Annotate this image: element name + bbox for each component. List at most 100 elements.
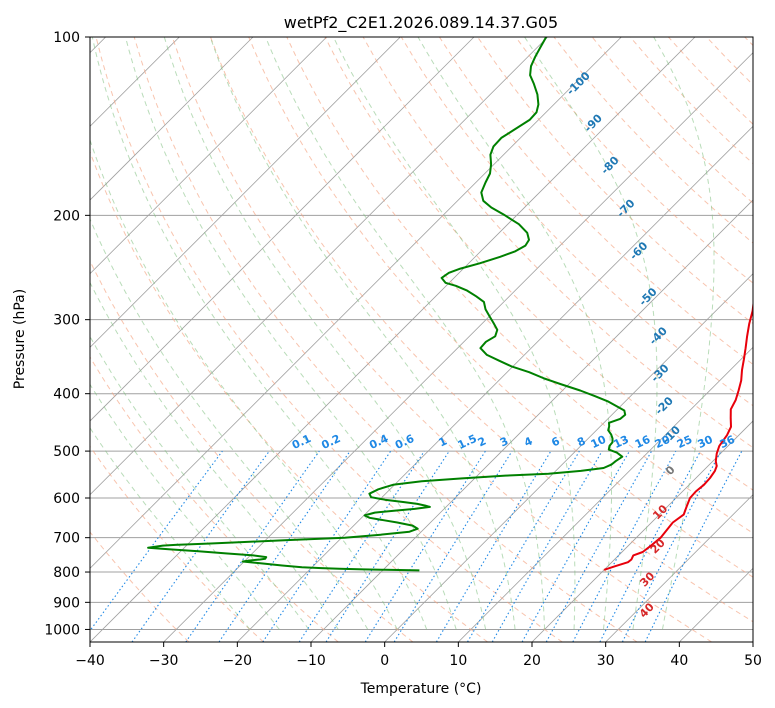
y-tick-label: 900 xyxy=(53,595,80,611)
dry-adiabat xyxy=(90,259,414,642)
series-lines xyxy=(147,37,753,572)
isotherm xyxy=(90,37,696,642)
x-axis-ticks: −40 −30 −20 −10 0 10 20 30 40 50 xyxy=(75,642,762,669)
mixing-ratio-line xyxy=(393,450,513,642)
mixing-ratio-line xyxy=(218,450,351,642)
dry-adiabat-label: -80 xyxy=(598,154,621,177)
temperature-line xyxy=(603,299,753,571)
moist-adiabat xyxy=(524,37,658,630)
mixing-ratio-line xyxy=(364,450,486,642)
mixing-ratio-label: 20 xyxy=(653,433,673,451)
mixing-ratio-label: 4 xyxy=(522,434,535,449)
mixing-ratio-line xyxy=(131,450,270,642)
dry-adiabat xyxy=(438,37,753,366)
moist-adiabat xyxy=(125,37,457,630)
moist-adiabat xyxy=(90,383,280,630)
mixing-ratio-label: 25 xyxy=(675,433,694,451)
y-axis-ticks: 100 200 300 400 500 600 700 800 900 1000 xyxy=(44,30,90,638)
isotherm xyxy=(605,494,753,642)
x-tick-label: 10 xyxy=(449,653,467,669)
mixing-ratio-label: 30 xyxy=(696,433,716,451)
dry-adiabat-label: 20 xyxy=(648,536,668,556)
dry-adiabat xyxy=(90,356,339,642)
mixing-ratio-label: 0.6 xyxy=(393,432,416,452)
isotherm xyxy=(90,37,327,275)
mixing-ratio-label: 13 xyxy=(612,433,631,451)
dry-adiabat xyxy=(477,37,753,325)
mixing-ratio-line xyxy=(467,450,580,642)
dry-adiabat xyxy=(515,37,753,284)
y-tick-label: 200 xyxy=(53,208,80,224)
mixing-ratio-line xyxy=(185,450,320,642)
dry-adiabat-label: 40 xyxy=(637,600,657,620)
dry-adiabat xyxy=(90,531,190,642)
moist-adiabat xyxy=(90,427,251,630)
moist-adiabat xyxy=(90,138,398,630)
x-tick-label: −20 xyxy=(223,653,253,669)
x-tick-label: −10 xyxy=(296,653,326,669)
dry-adiabat-label: -60 xyxy=(627,239,650,262)
chart-title: wetPf2_C2E1.2026.089.14.37.G05 xyxy=(284,13,558,33)
dry-adiabat-label: -40 xyxy=(647,324,670,347)
moist-adiabat xyxy=(417,37,612,630)
x-tick-label: −40 xyxy=(75,653,105,669)
isotherm xyxy=(310,199,753,642)
isotherm xyxy=(90,37,254,201)
mixing-ratio-line xyxy=(90,450,223,632)
y-tick-label: 800 xyxy=(53,565,80,581)
mixing-ratio-label: 0.1 xyxy=(290,432,313,452)
isotherm xyxy=(90,37,475,422)
dry-adiabat xyxy=(248,37,753,578)
mixing-ratio-line xyxy=(545,450,653,642)
y-tick-label: 1000 xyxy=(44,622,80,638)
isotherm xyxy=(752,641,753,642)
mixing-ratio-label: 1 xyxy=(437,434,449,449)
mixing-ratio-label: 36 xyxy=(718,433,738,451)
isotherm xyxy=(90,37,401,348)
x-axis-label: Temperature (°C) xyxy=(360,681,482,697)
isotherm xyxy=(531,420,753,642)
dry-adiabat xyxy=(400,37,753,407)
mixing-ratio-label: 6 xyxy=(549,434,562,449)
mixing-ratio-line xyxy=(572,450,677,642)
y-tick-label: 400 xyxy=(53,387,80,403)
y-tick-label: 700 xyxy=(53,531,80,547)
isotherm xyxy=(163,52,753,642)
y-tick-label: 100 xyxy=(53,30,80,46)
dry-adiabat xyxy=(706,37,753,86)
dry-adiabat-label: -90 xyxy=(582,111,605,134)
mixing-ratio-line xyxy=(521,450,630,642)
x-tick-label: 20 xyxy=(523,653,541,669)
isotherm xyxy=(384,273,753,642)
moist-adiabat xyxy=(653,37,715,630)
moist-adiabat xyxy=(209,37,516,630)
moist-adiabat xyxy=(163,37,487,630)
y-axis-label: Pressure (hPa) xyxy=(12,289,28,389)
isotherm xyxy=(679,567,753,642)
dry-adiabat-label: -100 xyxy=(564,69,593,98)
mixing-ratio-label: 2 xyxy=(476,434,488,449)
dry-adiabat xyxy=(744,37,753,47)
y-tick-label: 500 xyxy=(53,444,80,460)
dewpoint-line xyxy=(147,37,627,572)
dry-adiabat xyxy=(210,37,753,623)
x-tick-label: 40 xyxy=(670,653,688,669)
dry-adiabat-label: -50 xyxy=(636,285,659,308)
moist-adiabat xyxy=(90,217,369,630)
mixing-ratio-label: 8 xyxy=(575,434,587,449)
x-tick-label: 0 xyxy=(380,653,389,669)
dry-adiabat xyxy=(90,150,488,642)
mixing-ratio-line xyxy=(325,450,450,642)
isotherm xyxy=(90,37,548,496)
isotherm xyxy=(458,346,753,642)
isotherm xyxy=(237,125,753,642)
x-tick-label: −30 xyxy=(149,653,179,669)
x-tick-label: 50 xyxy=(744,653,762,669)
dry-adiabat xyxy=(286,37,753,534)
plot-frame xyxy=(89,36,754,643)
dry-adiabat xyxy=(90,445,264,642)
mixing-ratio-label: 3 xyxy=(498,434,510,449)
y-tick-label: 300 xyxy=(53,313,80,329)
mixing-ratio-label: 10 xyxy=(589,433,609,451)
